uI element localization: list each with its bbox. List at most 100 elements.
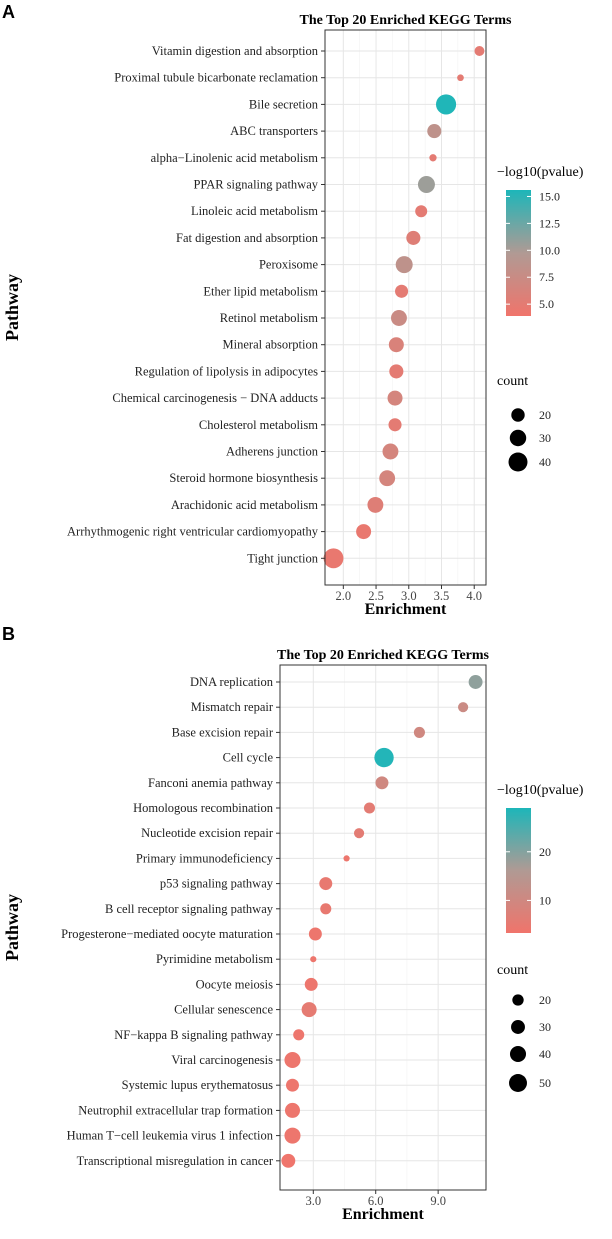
colorbar-tick-label: 10.0	[539, 243, 560, 257]
y-tick-label: Progesterone−mediated oocyte maturation	[61, 927, 274, 941]
size-legend-label: 50	[539, 1076, 551, 1090]
y-tick-label: B cell receptor signaling pathway	[105, 902, 274, 916]
data-point	[367, 496, 384, 513]
colorbar-tick-label: 7.5	[539, 270, 554, 284]
y-tick-label: Base excision repair	[172, 725, 274, 739]
data-point	[343, 855, 350, 862]
panel-label: B	[2, 624, 15, 644]
x-tick-label: 3.5	[434, 589, 450, 603]
y-tick-label: Cholesterol metabolism	[199, 418, 318, 432]
data-point	[436, 94, 457, 115]
x-tick-label: 2.0	[336, 589, 352, 603]
y-tick-label: Tight junction	[247, 551, 318, 565]
plot-area	[325, 30, 486, 585]
y-tick-label: Ether lipid metabolism	[203, 284, 318, 298]
size-legend-title: count	[497, 374, 528, 389]
y-tick-label: Viral carcinogenesis	[171, 1053, 273, 1067]
y-tick-label: Fanconi anemia pathway	[148, 776, 274, 790]
data-point	[284, 1102, 300, 1118]
x-tick-label: 3.0	[401, 589, 417, 603]
y-axis-title: Pathway	[2, 274, 22, 341]
x-tick-label: 2.5	[368, 589, 384, 603]
data-point	[293, 1029, 305, 1041]
data-point	[286, 1078, 299, 1092]
data-point	[308, 927, 322, 941]
y-tick-label: Nucleotide excision repair	[141, 826, 274, 840]
data-point	[304, 977, 318, 991]
data-point	[284, 1051, 301, 1069]
colorbar-tick-label: 15.0	[539, 189, 560, 203]
panel-A: A Vitamin digestion and absorption Proxima…	[2, 2, 584, 618]
data-point	[458, 702, 469, 713]
size-legend-label: 40	[539, 1047, 551, 1061]
data-point	[395, 284, 409, 298]
data-point	[356, 524, 372, 540]
colorbar-tick-label: 5.0	[539, 297, 554, 311]
size-legend-label: 30	[539, 431, 551, 445]
data-point	[323, 548, 344, 569]
y-tick-label: Vitamin digestion and absorption	[152, 44, 319, 58]
data-point	[388, 418, 402, 432]
data-point	[301, 1002, 317, 1018]
size-legend-key	[509, 1045, 527, 1063]
data-point	[417, 176, 435, 193]
size-legend-key	[509, 1074, 527, 1092]
y-tick-label: Homologous recombination	[133, 801, 274, 815]
data-point	[387, 390, 403, 406]
y-tick-label: Proximal tubule bicarbonate reclamation	[114, 71, 318, 85]
x-axis-title: Enrichment	[342, 1206, 424, 1223]
data-point	[363, 802, 376, 814]
y-tick-label: Arrhythmogenic right ventricular cardiom…	[67, 525, 319, 539]
x-tick-label: 9.0	[430, 1194, 446, 1208]
y-tick-label: Chemical carcinogenesis − DNA adducts	[112, 391, 318, 405]
data-point	[310, 956, 317, 963]
y-tick-label: Systemic lupus erythematosus	[122, 1078, 274, 1092]
plot-area	[280, 665, 486, 1190]
y-tick-label: Regulation of lipolysis in adipocytes	[135, 364, 318, 378]
data-point	[320, 903, 332, 915]
chart-title: The Top 20 Enriched KEGG Terms	[277, 648, 490, 663]
x-tick-label: 4.0	[466, 589, 482, 603]
data-point	[395, 256, 413, 274]
y-tick-label: Linoleic acid metabolism	[191, 204, 318, 218]
y-tick-label: Pyrimidine metabolism	[156, 952, 273, 966]
data-point	[415, 205, 428, 218]
y-tick-label: p53 signaling pathway	[160, 877, 274, 891]
panel-B: B DNA replication Mismatch repair Base exci…	[2, 624, 584, 1223]
size-legend-label: 20	[539, 408, 551, 422]
data-point	[382, 443, 399, 460]
data-point	[374, 747, 394, 768]
size-legend-key	[508, 452, 528, 472]
data-point	[375, 776, 389, 790]
x-tick-label: 3.0	[305, 1194, 321, 1208]
plot-border	[324, 29, 487, 586]
size-legend-label: 20	[539, 993, 551, 1007]
data-point	[284, 1127, 301, 1144]
size-legend-label: 30	[539, 1020, 551, 1034]
data-point	[427, 124, 442, 139]
y-tick-label: Transcriptional misregulation in cancer	[77, 1154, 274, 1168]
colorbar-tick-label: 10	[539, 893, 551, 907]
y-tick-label: NF−kappa B signaling pathway	[114, 1028, 274, 1042]
y-tick-label: alpha−Linolenic acid metabolism	[151, 151, 319, 165]
y-tick-label: Peroxisome	[259, 258, 318, 272]
size-legend-label: 40	[539, 455, 551, 469]
data-point	[353, 828, 365, 839]
y-tick-label: Arachidonic acid metabolism	[171, 498, 318, 512]
data-point	[413, 726, 425, 738]
size-legend-key	[511, 1020, 525, 1034]
colorbar-tick-label: 20	[539, 845, 551, 859]
y-tick-label: Primary immunodeficiency	[136, 851, 274, 865]
colorbar	[506, 808, 531, 933]
y-tick-label: ABC transporters	[230, 124, 318, 138]
colorbar	[506, 190, 531, 316]
y-tick-label: Human T−cell leukemia virus 1 infection	[67, 1129, 274, 1143]
data-point	[379, 470, 396, 487]
size-legend-key	[512, 994, 524, 1006]
x-axis-title: Enrichment	[365, 601, 447, 618]
y-tick-label: Fat digestion and absorption	[176, 231, 319, 245]
y-tick-label: Cell cycle	[223, 751, 274, 765]
y-tick-label: Retinol metabolism	[220, 311, 319, 325]
data-point	[468, 675, 483, 689]
chart-title: The Top 20 Enriched KEGG Terms	[300, 13, 513, 28]
